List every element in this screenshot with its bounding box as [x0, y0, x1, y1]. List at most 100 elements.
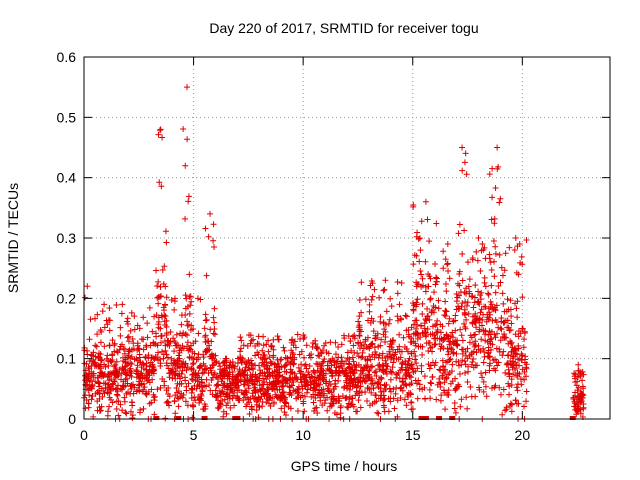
zero-marker: [175, 416, 182, 420]
data-point: [143, 362, 150, 369]
data-point: [496, 348, 503, 355]
data-point: [236, 366, 243, 373]
data-point: [491, 273, 498, 280]
data-point: [326, 403, 333, 410]
data-point: [104, 381, 111, 388]
data-point: [355, 361, 362, 368]
data-point: [424, 305, 431, 312]
data-point: [198, 384, 205, 391]
data-point: [464, 378, 471, 385]
data-point: [481, 274, 488, 281]
data-point: [343, 373, 350, 380]
data-point: [408, 335, 415, 342]
data-point: [487, 346, 494, 353]
data-point: [161, 263, 168, 270]
data-point: [492, 185, 499, 192]
data-point: [492, 367, 499, 374]
data-point: [103, 355, 110, 362]
data-point: [424, 216, 431, 223]
data-point: [165, 384, 172, 391]
data-point: [168, 355, 175, 362]
data-point: [133, 367, 140, 374]
data-point: [419, 386, 426, 393]
data-point: [320, 386, 327, 393]
data-point: [385, 320, 392, 327]
data-point: [355, 318, 362, 325]
data-point: [246, 377, 253, 384]
data-point: [282, 362, 289, 369]
data-point: [84, 347, 91, 354]
data-point: [89, 393, 96, 400]
data-point: [422, 288, 429, 295]
data-point: [476, 315, 483, 322]
data-point: [119, 407, 126, 414]
data-point: [503, 334, 510, 341]
data-point: [398, 279, 405, 286]
data-point: [189, 354, 196, 361]
data-point: [140, 314, 147, 321]
data-point: [399, 378, 406, 385]
data-point: [326, 358, 333, 365]
data-point: [579, 368, 586, 375]
data-point: [401, 396, 408, 403]
data-point: [149, 361, 156, 368]
data-point: [383, 370, 390, 377]
data-point: [264, 365, 271, 372]
data-point: [389, 364, 396, 371]
data-point: [335, 354, 342, 361]
data-point: [314, 345, 321, 352]
data-point: [245, 396, 252, 403]
data-point: [273, 373, 280, 380]
data-point: [451, 399, 458, 406]
data-point: [362, 296, 369, 303]
data-point: [131, 326, 138, 333]
data-point: [202, 311, 209, 318]
data-point: [492, 289, 499, 296]
data-point: [500, 386, 507, 393]
data-point: [514, 387, 521, 394]
data-point: [577, 410, 584, 417]
data-point: [366, 301, 373, 308]
data-point: [129, 415, 136, 422]
data-point: [182, 162, 189, 169]
data-point: [294, 407, 301, 414]
data-point: [436, 366, 443, 373]
data-point: [352, 408, 359, 415]
data-point: [513, 305, 520, 312]
data-point: [327, 339, 334, 346]
data-point: [127, 355, 134, 362]
data-point: [377, 395, 384, 402]
data-point: [242, 394, 249, 401]
data-point: [369, 340, 376, 347]
data-point: [353, 367, 360, 374]
data-point: [469, 359, 476, 366]
data-point: [380, 402, 387, 409]
data-point: [570, 396, 577, 403]
data-point: [374, 409, 381, 416]
data-point: [135, 387, 142, 394]
data-point: [242, 364, 249, 371]
data-point: [499, 290, 506, 297]
data-point: [371, 369, 378, 376]
data-point: [412, 377, 419, 384]
data-point: [427, 296, 434, 303]
data-point: [184, 332, 191, 339]
data-point: [201, 366, 208, 373]
data-point: [469, 256, 476, 263]
data-point: [478, 322, 485, 329]
data-point: [473, 248, 480, 255]
data-point: [140, 336, 147, 343]
data-point: [264, 396, 271, 403]
data-point: [433, 275, 440, 282]
data-point: [447, 338, 454, 345]
data-point: [154, 354, 161, 361]
data-point: [402, 361, 409, 368]
data-point: [166, 342, 173, 349]
data-point: [276, 363, 283, 370]
data-point: [429, 359, 436, 366]
data-point: [190, 340, 197, 347]
data-point: [446, 315, 453, 322]
data-point: [183, 367, 190, 374]
data-point: [439, 323, 446, 330]
data-point: [218, 378, 225, 385]
